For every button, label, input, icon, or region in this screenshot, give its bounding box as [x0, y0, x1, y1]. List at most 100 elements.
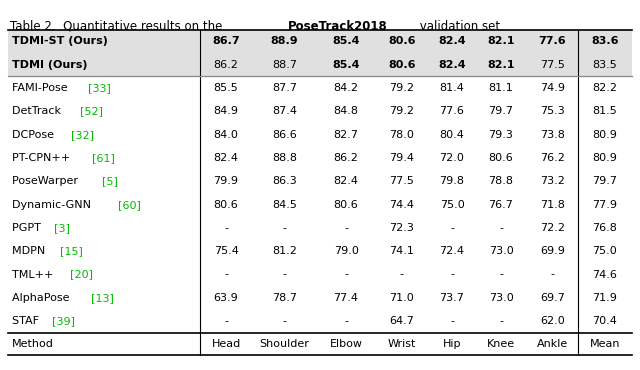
Text: 69.7: 69.7 [540, 293, 565, 303]
Text: AlphaPose: AlphaPose [12, 293, 74, 303]
Text: 79.4: 79.4 [389, 153, 415, 163]
Text: [13]: [13] [91, 293, 113, 303]
Text: 79.2: 79.2 [389, 83, 415, 93]
Text: 74.6: 74.6 [593, 270, 618, 280]
Text: 73.8: 73.8 [540, 130, 565, 139]
Text: 76.7: 76.7 [488, 199, 513, 209]
Text: 81.5: 81.5 [593, 106, 617, 116]
Text: 82.2: 82.2 [593, 83, 618, 93]
Text: 84.0: 84.0 [214, 130, 239, 139]
Text: Method: Method [12, 339, 54, 349]
Text: 79.7: 79.7 [593, 176, 618, 186]
Text: 82.1: 82.1 [487, 60, 515, 70]
Text: 69.9: 69.9 [540, 246, 565, 256]
Text: 87.4: 87.4 [272, 106, 297, 116]
Text: -: - [450, 316, 454, 326]
Text: [60]: [60] [118, 199, 141, 209]
Text: 76.2: 76.2 [540, 153, 565, 163]
Text: 64.7: 64.7 [390, 316, 414, 326]
Text: 84.8: 84.8 [333, 106, 358, 116]
Text: 73.0: 73.0 [489, 246, 513, 256]
Text: [15]: [15] [60, 246, 83, 256]
Text: 71.0: 71.0 [390, 293, 414, 303]
Text: 85.4: 85.4 [332, 60, 360, 70]
Text: FAMI-Pose: FAMI-Pose [12, 83, 72, 93]
Text: -: - [344, 270, 348, 280]
Text: 86.2: 86.2 [214, 60, 239, 70]
Text: TDMI-ST (Ours): TDMI-ST (Ours) [12, 36, 108, 46]
Text: validation set.: validation set. [416, 20, 504, 33]
Text: Ankle: Ankle [537, 339, 568, 349]
Text: 77.5: 77.5 [390, 176, 414, 186]
Text: 63.9: 63.9 [214, 293, 239, 303]
Text: 84.5: 84.5 [272, 199, 297, 209]
Text: 80.4: 80.4 [440, 130, 465, 139]
Text: 83.6: 83.6 [591, 36, 619, 46]
Text: -: - [282, 223, 286, 233]
Text: Knee: Knee [487, 339, 515, 349]
Text: 80.6: 80.6 [333, 199, 358, 209]
Text: 81.1: 81.1 [489, 83, 513, 93]
Text: 78.8: 78.8 [488, 176, 513, 186]
Text: 74.1: 74.1 [390, 246, 414, 256]
Text: Hip: Hip [443, 339, 461, 349]
Text: -: - [282, 316, 286, 326]
Text: 86.3: 86.3 [272, 176, 297, 186]
Text: 80.6: 80.6 [388, 36, 416, 46]
Text: 79.7: 79.7 [488, 106, 513, 116]
Text: [5]: [5] [102, 176, 118, 186]
Text: 82.4: 82.4 [333, 176, 358, 186]
Text: 79.8: 79.8 [440, 176, 465, 186]
Text: 82.4: 82.4 [214, 153, 239, 163]
Text: 88.7: 88.7 [272, 60, 297, 70]
Text: 80.6: 80.6 [489, 153, 513, 163]
Text: 88.9: 88.9 [271, 36, 298, 46]
Text: 70.4: 70.4 [593, 316, 618, 326]
Text: STAF: STAF [12, 316, 43, 326]
Text: 73.2: 73.2 [540, 176, 565, 186]
Text: [33]: [33] [88, 83, 111, 93]
Text: 85.5: 85.5 [214, 83, 239, 93]
Text: 88.8: 88.8 [272, 153, 297, 163]
Text: [61]: [61] [92, 153, 115, 163]
Text: 77.6: 77.6 [440, 106, 465, 116]
Text: [39]: [39] [52, 316, 74, 326]
Text: 77.9: 77.9 [593, 199, 618, 209]
Text: -: - [224, 223, 228, 233]
Text: 84.9: 84.9 [214, 106, 239, 116]
Text: 72.2: 72.2 [540, 223, 565, 233]
Text: 82.7: 82.7 [333, 130, 358, 139]
Text: -: - [224, 316, 228, 326]
Text: Mean: Mean [589, 339, 620, 349]
Text: 80.9: 80.9 [593, 153, 618, 163]
Text: TDMI (Ours): TDMI (Ours) [12, 60, 88, 70]
Text: 80.6: 80.6 [388, 60, 416, 70]
Text: 86.7: 86.7 [212, 36, 240, 46]
Text: 78.7: 78.7 [272, 293, 297, 303]
Text: -: - [282, 270, 286, 280]
Text: 83.5: 83.5 [593, 60, 617, 70]
Text: TML++: TML++ [12, 270, 57, 280]
Text: 85.4: 85.4 [332, 36, 360, 46]
Text: -: - [450, 223, 454, 233]
Text: 82.1: 82.1 [487, 36, 515, 46]
Text: -: - [400, 270, 404, 280]
Text: 79.2: 79.2 [389, 106, 415, 116]
Text: PoseTrack2018: PoseTrack2018 [288, 20, 388, 33]
Text: 71.8: 71.8 [540, 199, 565, 209]
Text: 86.6: 86.6 [272, 130, 297, 139]
Text: 75.3: 75.3 [540, 106, 565, 116]
Text: -: - [224, 270, 228, 280]
Text: 62.0: 62.0 [540, 316, 565, 326]
Bar [8, 53, 632, 76]
Text: 76.8: 76.8 [593, 223, 618, 233]
Text: -: - [450, 270, 454, 280]
Text: DetTrack: DetTrack [12, 106, 65, 116]
Text: 81.2: 81.2 [272, 246, 297, 256]
Text: 80.9: 80.9 [593, 130, 618, 139]
Text: Wrist: Wrist [388, 339, 416, 349]
Text: 82.4: 82.4 [438, 36, 466, 46]
Text: MDPN: MDPN [12, 246, 49, 256]
Text: 73.7: 73.7 [440, 293, 465, 303]
Text: -: - [344, 223, 348, 233]
